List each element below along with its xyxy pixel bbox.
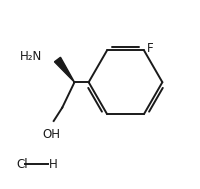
Text: F: F [147,42,153,55]
Text: H₂N: H₂N [20,50,42,63]
Polygon shape [54,57,74,82]
Text: Cl: Cl [16,158,28,171]
Text: OH: OH [43,128,61,141]
Text: H: H [49,158,58,171]
